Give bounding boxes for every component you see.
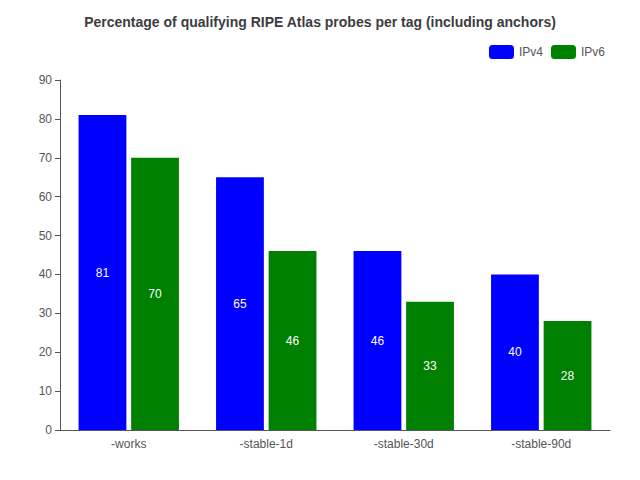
svg-text:50: 50: [39, 229, 53, 243]
svg-text:20: 20: [39, 345, 53, 359]
svg-text:-stable-90d: -stable-90d: [511, 437, 571, 451]
svg-text:10: 10: [39, 384, 53, 398]
svg-text:33: 33: [423, 359, 437, 373]
svg-text:65: 65: [233, 297, 247, 311]
svg-text:70: 70: [39, 151, 53, 165]
svg-text:90: 90: [39, 73, 53, 87]
svg-text:40: 40: [508, 345, 522, 359]
svg-text:60: 60: [39, 190, 53, 204]
svg-text:80: 80: [39, 112, 53, 126]
svg-text:-works: -works: [111, 437, 146, 451]
svg-text:70: 70: [148, 287, 162, 301]
svg-text:30: 30: [39, 306, 53, 320]
svg-text:IPv4: IPv4: [519, 45, 543, 59]
svg-text:28: 28: [561, 369, 575, 383]
svg-text:Percentage of qualifying RIPE: Percentage of qualifying RIPE Atlas prob…: [84, 14, 556, 30]
svg-text:-stable-1d: -stable-1d: [240, 437, 293, 451]
svg-text:46: 46: [286, 334, 300, 348]
svg-text:-stable-30d: -stable-30d: [374, 437, 434, 451]
svg-text:46: 46: [371, 334, 385, 348]
svg-text:81: 81: [96, 266, 110, 280]
svg-text:IPv6: IPv6: [581, 45, 605, 59]
svg-text:40: 40: [39, 267, 53, 281]
svg-text:0: 0: [45, 423, 52, 437]
